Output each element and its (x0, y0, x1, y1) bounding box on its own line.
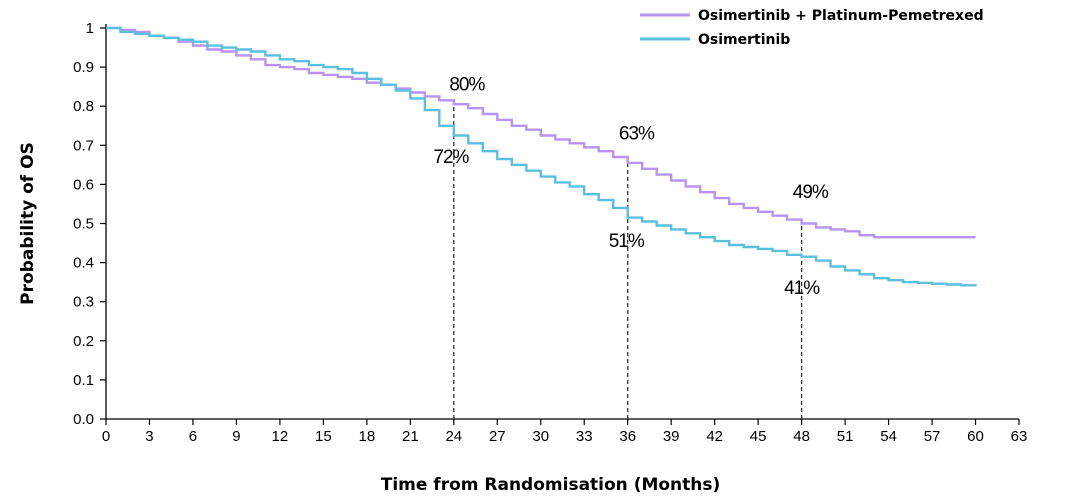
y-tick-label: 0.9 (73, 59, 94, 76)
x-axis-ticks: 0 3 6 9 12 15 18 21 24 27 30 33 36 39 42 45 48 51 54 57 60 63 (102, 419, 1028, 445)
survival-curves (106, 26, 977, 287)
survival-curve-combo (106, 26, 976, 239)
x-tick-label: 39 (663, 428, 680, 445)
survival-curve-osimertinib (106, 26, 977, 287)
legend: Osimertinib + Platinum-Pemetrexed Osimer… (640, 8, 984, 48)
x-tick-label: 51 (837, 428, 854, 445)
x-tick-label: 0 (102, 428, 110, 445)
x-tick-label: 60 (967, 428, 984, 445)
x-tick-label: 6 (189, 428, 197, 445)
y-tick-label: 0.7 (73, 137, 94, 154)
axes (105, 24, 1019, 420)
x-tick-label: 24 (445, 428, 462, 445)
y-tick-label: 0.8 (73, 98, 94, 115)
annotation-label: 63% (619, 123, 655, 144)
x-tick-label: 54 (880, 428, 897, 445)
x-tick-label: 48 (793, 428, 810, 445)
x-tick-label: 21 (402, 428, 419, 445)
y-axis-ticks: 0.0 0.1 0.2 0.3 0.4 0.5 0.6 0.7 0.8 0.9 1 (73, 20, 106, 428)
x-tick-label: 12 (272, 428, 289, 445)
reference-lines (453, 104, 803, 419)
x-tick-label: 42 (706, 428, 723, 445)
y-axis-title: Probability of OS (18, 142, 38, 305)
y-tick-label: 0.1 (73, 372, 94, 389)
legend-label-osimertinib: Osimertinib (698, 32, 790, 48)
x-tick-label: 9 (232, 428, 240, 445)
x-axis-title: Time from Randomisation (Months) (381, 475, 721, 495)
x-tick-label: 63 (1011, 428, 1028, 445)
y-tick-label: 0.0 (73, 411, 94, 428)
y-tick-label: 0.5 (73, 216, 94, 233)
y-tick-label: 0.4 (73, 255, 94, 272)
percentage-annotations: 80% 72% 63% 51% 49% 41% (433, 75, 830, 299)
x-tick-label: 30 (532, 428, 549, 445)
x-tick-label: 15 (315, 428, 332, 445)
annotation-label: 80% (449, 75, 485, 96)
annotation-label: 51% (609, 231, 645, 252)
annotation-label: 41% (784, 278, 820, 299)
x-tick-label: 27 (489, 428, 506, 445)
x-tick-label: 36 (619, 428, 636, 445)
y-tick-label: 0.2 (73, 333, 94, 350)
y-tick-label: 0.6 (73, 176, 94, 193)
legend-label-combo: Osimertinib + Platinum-Pemetrexed (698, 8, 984, 24)
y-tick-label: 1 (86, 20, 94, 37)
x-tick-label: 33 (576, 428, 593, 445)
x-tick-label: 3 (145, 428, 153, 445)
x-tick-label: 18 (359, 428, 376, 445)
x-tick-label: 45 (750, 428, 767, 445)
annotation-label: 49% (793, 182, 829, 203)
y-tick-label: 0.3 (73, 294, 94, 311)
annotation-label: 72% (433, 147, 469, 168)
x-tick-label: 57 (924, 428, 941, 445)
